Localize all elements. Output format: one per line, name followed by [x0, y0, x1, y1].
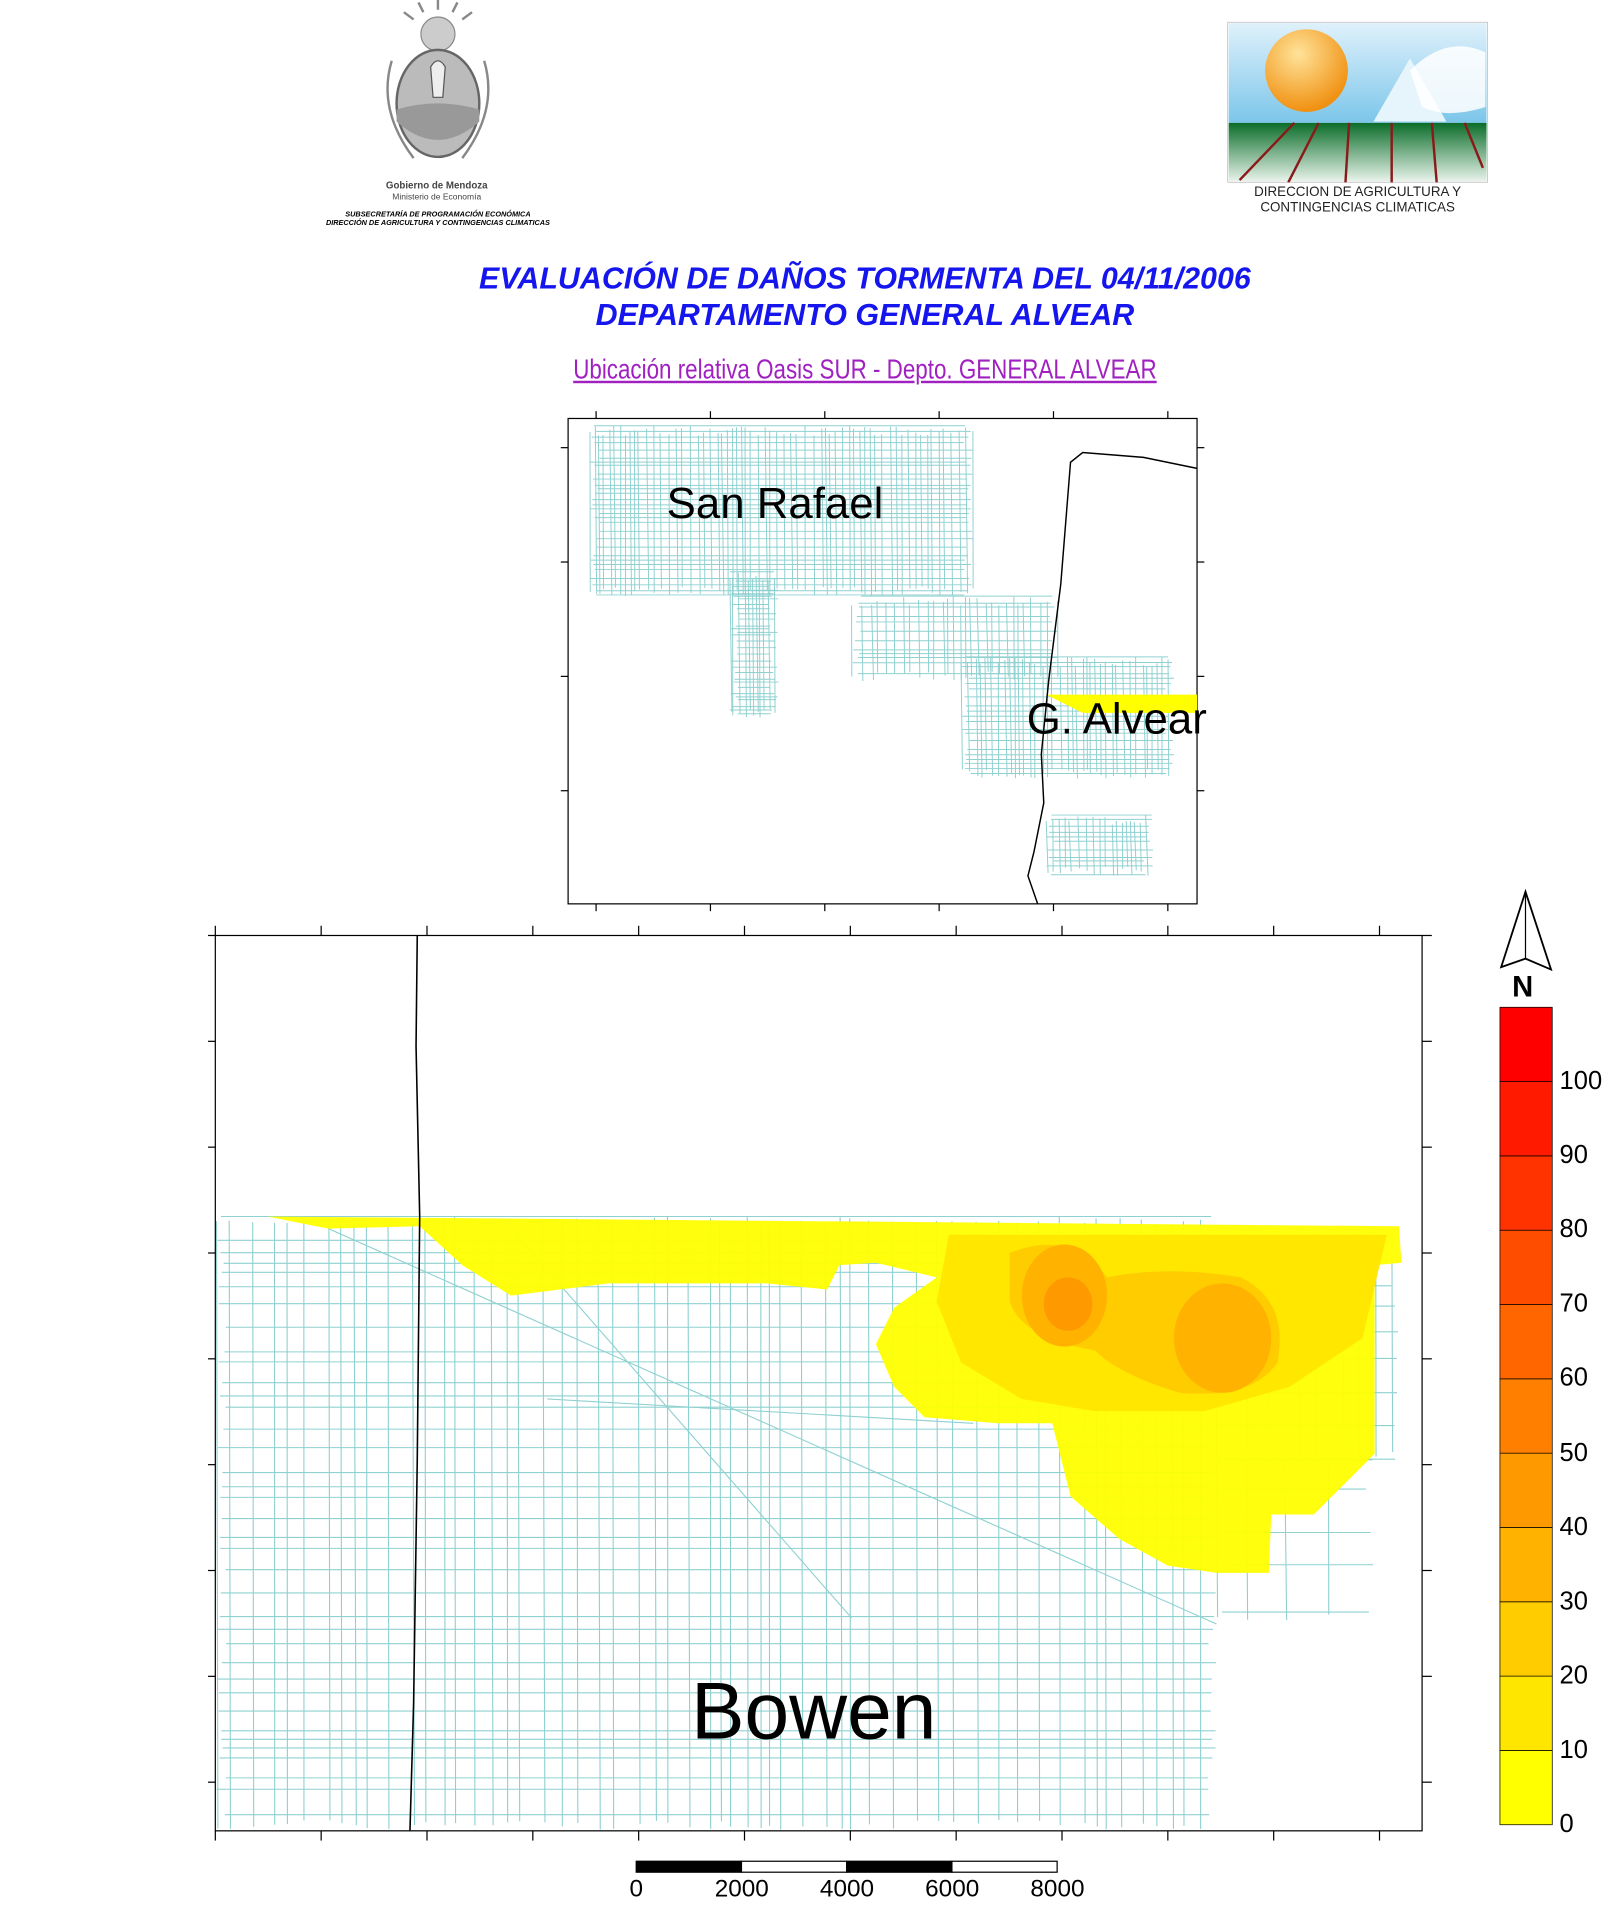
scale-tick-label: 0 [629, 1875, 644, 1903]
damage-contours [267, 1216, 1402, 1573]
legend-tick-label: 20 [1559, 1661, 1588, 1690]
scale-tick-label: 8000 [1030, 1875, 1085, 1903]
legend-swatch [1499, 1452, 1553, 1528]
legend-swatch [1499, 1750, 1553, 1826]
label-g-alvear: G. Alvear [1026, 693, 1207, 744]
legend-swatch [1499, 1304, 1553, 1380]
legend-swatch [1499, 1601, 1553, 1677]
coat-of-arms-icon [386, 0, 490, 159]
title-line1: EVALUACIÓN DE DAÑOS TORMENTA DEL 04/11/2… [479, 261, 1251, 296]
damage-zone-30-40-b [1173, 1283, 1272, 1393]
color-legend [1499, 1006, 1553, 1826]
legend-tick-label: 30 [1559, 1587, 1588, 1616]
legend-tick-label: 70 [1559, 1289, 1588, 1318]
legend-tick-label: 60 [1559, 1364, 1588, 1393]
main-boundary-line [409, 935, 421, 1831]
damage-zone-40-50 [1043, 1277, 1093, 1331]
scale-tick-label: 2000 [714, 1875, 769, 1903]
legend-swatch [1499, 1006, 1553, 1082]
main-map [208, 925, 1432, 1841]
legend-swatch [1499, 1155, 1553, 1231]
inset-damage-area [1046, 694, 1198, 713]
scale-bar-segment [635, 1860, 743, 1873]
inset-map [560, 411, 1205, 912]
dir-line2: CONTINGENCIAS CLIMATICAS [1260, 200, 1455, 216]
legend-tick-label: 90 [1559, 1141, 1588, 1170]
legend-tick-label: 50 [1559, 1438, 1588, 1467]
north-arrow-icon [1499, 888, 1553, 972]
title-line2: DEPARTAMENTO GENERAL ALVEAR [595, 298, 1135, 333]
label-san-rafael: San Rafael [666, 478, 884, 528]
label-bowen: Bowen [690, 1665, 937, 1756]
legend-swatch [1499, 1378, 1553, 1454]
inset-streets [589, 425, 1175, 876]
gov-name: Gobierno de Mendoza [385, 180, 488, 191]
legend-swatch [1499, 1081, 1553, 1157]
subtitle: Ubicación relativa Oasis SUR - Depto. GE… [573, 352, 1157, 385]
agriculture-logo-icon [1227, 21, 1488, 183]
direccion: DIRECCIÓN DE AGRICULTURA Y CONTINGENCIAS… [325, 220, 550, 228]
ministry-name: Ministerio de Economía [392, 193, 482, 202]
inset-boundary-line [1027, 451, 1198, 905]
legend-swatch [1499, 1229, 1553, 1305]
scale-tick-label: 6000 [925, 1875, 980, 1903]
scale-bar-segment [846, 1860, 953, 1873]
dir-line1: DIRECCION DE AGRICULTURA Y [1254, 184, 1462, 200]
legend-tick-label: 40 [1559, 1512, 1588, 1541]
scale-tick-label: 4000 [819, 1875, 875, 1903]
north-label: N [1512, 970, 1534, 1004]
legend-tick-label: 100 [1559, 1066, 1603, 1095]
legend-tick-label: 80 [1559, 1215, 1588, 1244]
legend-swatch [1499, 1675, 1553, 1751]
legend-tick-label: 0 [1559, 1810, 1574, 1839]
scale-bar [635, 1860, 1058, 1873]
legend-tick-label: 10 [1559, 1735, 1588, 1764]
scale-bar-segment [740, 1860, 848, 1873]
subsecretaria: SUBSECRETARÍA DE PROGRAMACIÓN ECONÓMICA [345, 211, 531, 219]
scale-bar-segment [951, 1860, 1058, 1873]
legend-swatch [1499, 1527, 1553, 1603]
